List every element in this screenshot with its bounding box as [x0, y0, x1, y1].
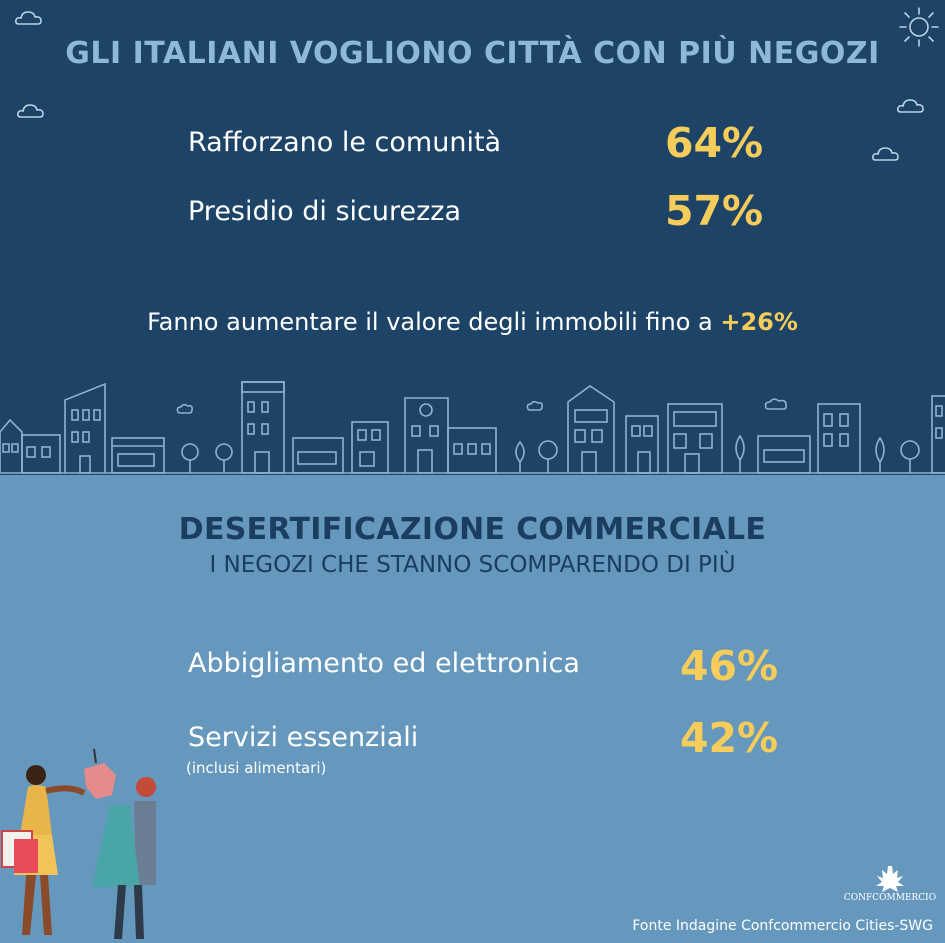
- cloud-icon: [15, 11, 42, 25]
- confcommercio-logo: [876, 866, 904, 892]
- city-skyline-illustration: [0, 381, 945, 474]
- source-credit: Fonte Indagine Confcommercio Cities-SWG: [632, 918, 933, 934]
- property-value-note: Fanno aumentare il valore degli immobili…: [0, 308, 945, 336]
- note-highlight: +26%: [720, 308, 798, 336]
- bottom-section: [0, 475, 945, 943]
- shopping-people-illustration: [1, 748, 156, 939]
- stat-note-alimentari: (inclusi alimentari): [186, 759, 327, 777]
- cloud-icon: [872, 147, 899, 161]
- stat-value-sicurezza: 57%: [665, 187, 764, 235]
- section-title: DESERTIFICAZIONE COMMERCIALE: [178, 512, 767, 547]
- logo-text: CONFCOMMERCIO: [843, 893, 937, 903]
- top-section: [0, 0, 945, 475]
- stat-value-comunita: 64%: [665, 119, 764, 167]
- stat-value-abbigliamento: 46%: [680, 642, 779, 690]
- main-title: GLI ITALIANI VOGLIONO CITTÀ CON PIÙ NEGO…: [65, 36, 880, 71]
- stat-label-abbigliamento: Abbigliamento ed elettronica: [188, 648, 580, 679]
- note-text: Fanno aumentare il valore degli immobili…: [147, 308, 721, 336]
- cloud-icon: [897, 99, 924, 113]
- section-subtitle: I NEGOZI CHE STANNO SCOMPARENDO DI PIÙ: [209, 552, 736, 578]
- stat-value-servizi: 42%: [680, 714, 779, 762]
- stat-label-comunita: Rafforzano le comunità: [188, 127, 502, 158]
- cloud-icon: [17, 104, 44, 118]
- stat-label-servizi: Servizi essenziali: [188, 722, 419, 753]
- sun-icon: [899, 7, 939, 47]
- stat-label-sicurezza: Presidio di sicurezza: [188, 196, 461, 227]
